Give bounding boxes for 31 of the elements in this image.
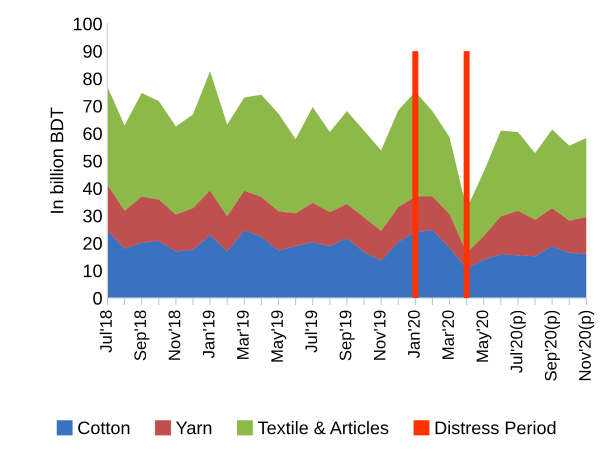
x-tick-label: Nov'20(p) (578, 310, 594, 380)
y-tick-label: 40 (82, 182, 102, 195)
legend-label: Cotton (78, 421, 130, 434)
x-tick-label: May'19 (271, 310, 286, 362)
x-tick-label: Jul'18 (100, 310, 112, 353)
legend-label: Yarn (176, 422, 212, 434)
x-tick-label: Nov'19 (374, 310, 386, 360)
y-tick-label: 50 (83, 154, 102, 168)
x-tick-label: Sep'18 (134, 310, 150, 360)
legend-label: Distress Period (436, 421, 556, 434)
x-tick-label: Sep'20(p) (544, 310, 560, 381)
y-axis-title: In billion BDT (50, 108, 64, 213)
x-tick-label: Sep'19 (340, 310, 355, 360)
x-tick-label: Mar'20 (442, 310, 454, 359)
x-tick-label: May'20 (476, 310, 492, 362)
x-tick-label: Nov'18 (168, 310, 180, 360)
y-tick-label: 60 (83, 127, 102, 140)
legend-label: Textile & Articles (258, 421, 388, 434)
y-tick-label: 10 (84, 264, 102, 278)
x-tick-label: Mar'19 (236, 310, 249, 359)
y-tick-label: 0 (93, 292, 102, 305)
y-tick-label: 70 (83, 100, 102, 113)
x-tick-label: Jul'20(p) (510, 310, 526, 373)
y-tick-label: 30 (83, 210, 102, 222)
y-tick-label: 80 (83, 72, 102, 86)
x-tick-label: Jan'20 (408, 310, 420, 358)
x-tick-label: Jul'19 (304, 310, 318, 353)
y-tick-label: 100 (74, 18, 102, 30)
x-tick-label: Jan'19 (202, 310, 215, 358)
y-tick-label: 90 (83, 45, 102, 58)
y-tick-label: 20 (83, 237, 102, 250)
